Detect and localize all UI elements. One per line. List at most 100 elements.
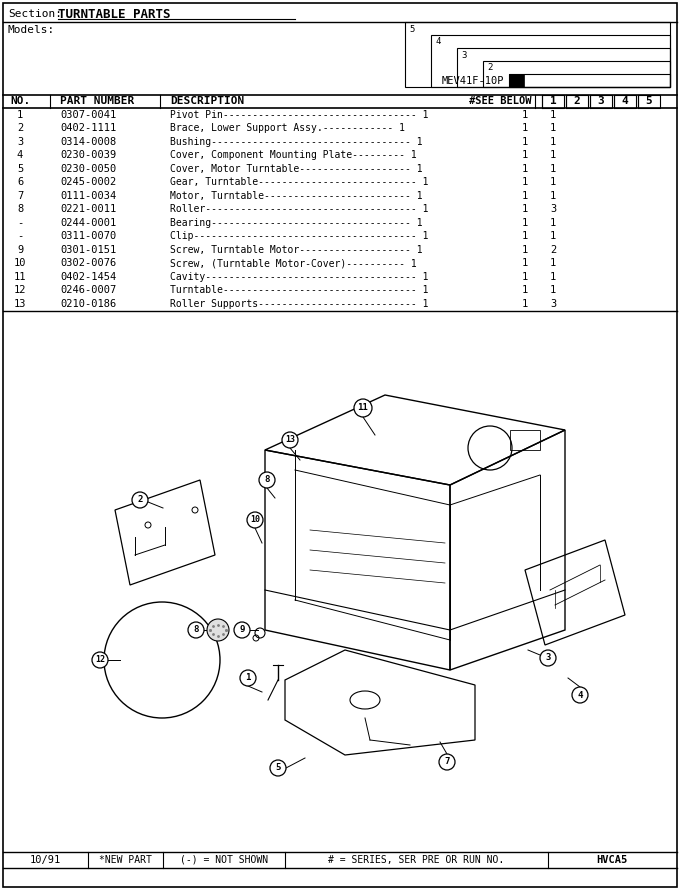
Text: 1: 1 bbox=[522, 150, 528, 160]
Text: 12: 12 bbox=[14, 286, 27, 295]
Text: 10: 10 bbox=[250, 515, 260, 524]
Text: 0230-0039: 0230-0039 bbox=[60, 150, 116, 160]
Text: 6: 6 bbox=[17, 177, 23, 187]
Text: Screw, (Turntable Motor-Cover)---------- 1: Screw, (Turntable Motor-Cover)----------… bbox=[170, 258, 417, 268]
Circle shape bbox=[132, 492, 148, 508]
Text: 1: 1 bbox=[513, 77, 519, 85]
Text: 8: 8 bbox=[193, 626, 199, 635]
Text: 1: 1 bbox=[17, 109, 23, 120]
Text: 1: 1 bbox=[550, 109, 556, 120]
Text: 4: 4 bbox=[435, 37, 441, 46]
Text: 11: 11 bbox=[358, 403, 369, 412]
Bar bbox=[566, 95, 588, 108]
Text: 1: 1 bbox=[550, 137, 556, 147]
Text: 3: 3 bbox=[598, 96, 605, 107]
Text: 3: 3 bbox=[545, 653, 551, 662]
Circle shape bbox=[354, 399, 372, 417]
Text: Pivot Pin--------------------------------- 1: Pivot Pin-------------------------------… bbox=[170, 109, 428, 120]
Text: (-) = NOT SHOWN: (-) = NOT SHOWN bbox=[180, 855, 268, 865]
Circle shape bbox=[188, 622, 204, 638]
Text: Bearing---------------------------------- 1: Bearing---------------------------------… bbox=[170, 218, 423, 228]
Text: 1: 1 bbox=[522, 123, 528, 134]
Text: Clip-------------------------------------- 1: Clip------------------------------------… bbox=[170, 231, 428, 241]
Text: 1: 1 bbox=[549, 96, 556, 107]
Text: 1: 1 bbox=[522, 245, 528, 255]
Text: 1: 1 bbox=[522, 299, 528, 309]
Text: 3: 3 bbox=[550, 204, 556, 214]
Text: 1: 1 bbox=[550, 271, 556, 282]
Text: Models:: Models: bbox=[8, 25, 55, 35]
Text: 1: 1 bbox=[550, 190, 556, 201]
Bar bbox=[509, 74, 670, 87]
Text: 2: 2 bbox=[137, 496, 143, 505]
Text: 0402-1454: 0402-1454 bbox=[60, 271, 116, 282]
Text: 1: 1 bbox=[550, 150, 556, 160]
Text: 1: 1 bbox=[522, 177, 528, 187]
Text: 5: 5 bbox=[645, 96, 652, 107]
Text: 0314-0008: 0314-0008 bbox=[60, 137, 116, 147]
Text: Gear, Turntable--------------------------- 1: Gear, Turntable-------------------------… bbox=[170, 177, 428, 187]
Bar bbox=[405, 22, 670, 87]
Text: 0221-0011: 0221-0011 bbox=[60, 204, 116, 214]
Text: 8: 8 bbox=[265, 475, 270, 484]
Bar bbox=[590, 95, 612, 108]
Text: 3: 3 bbox=[461, 51, 466, 60]
Text: 7: 7 bbox=[17, 190, 23, 201]
Circle shape bbox=[240, 670, 256, 686]
Text: 1: 1 bbox=[522, 231, 528, 241]
Text: Cavity------------------------------------ 1: Cavity----------------------------------… bbox=[170, 271, 428, 282]
Text: 1: 1 bbox=[550, 258, 556, 268]
Text: Roller Supports--------------------------- 1: Roller Supports-------------------------… bbox=[170, 299, 428, 309]
Text: 1: 1 bbox=[522, 218, 528, 228]
Text: 1: 1 bbox=[522, 271, 528, 282]
Text: 0230-0050: 0230-0050 bbox=[60, 164, 116, 174]
Circle shape bbox=[259, 472, 275, 488]
Text: 5: 5 bbox=[409, 25, 415, 34]
Text: TURNTABLE PARTS: TURNTABLE PARTS bbox=[58, 7, 171, 20]
Text: 0210-0186: 0210-0186 bbox=[60, 299, 116, 309]
Bar bbox=[614, 95, 636, 108]
Text: 1: 1 bbox=[522, 109, 528, 120]
Text: 5: 5 bbox=[275, 764, 281, 773]
Bar bbox=[431, 35, 670, 87]
Text: # = SERIES, SER PRE OR RUN NO.: # = SERIES, SER PRE OR RUN NO. bbox=[328, 855, 504, 865]
Circle shape bbox=[282, 432, 298, 448]
Text: Turntable--------------------------------- 1: Turntable-------------------------------… bbox=[170, 286, 428, 295]
Text: 1: 1 bbox=[522, 204, 528, 214]
Text: PART NUMBER: PART NUMBER bbox=[60, 96, 134, 107]
Circle shape bbox=[207, 619, 229, 641]
Text: 0245-0002: 0245-0002 bbox=[60, 177, 116, 187]
Text: Roller------------------------------------ 1: Roller----------------------------------… bbox=[170, 204, 428, 214]
Text: 13: 13 bbox=[285, 435, 295, 444]
Bar bbox=[509, 74, 524, 87]
Text: MEV41F-10P: MEV41F-10P bbox=[441, 76, 504, 85]
Circle shape bbox=[92, 652, 108, 668]
Text: #SEE BELOW: #SEE BELOW bbox=[469, 96, 531, 107]
Bar bbox=[510, 430, 540, 450]
Circle shape bbox=[270, 760, 286, 776]
Text: *NEW PART: *NEW PART bbox=[99, 855, 152, 865]
Circle shape bbox=[234, 622, 250, 638]
Text: 3: 3 bbox=[17, 137, 23, 147]
Text: 1: 1 bbox=[550, 231, 556, 241]
Text: 1: 1 bbox=[522, 137, 528, 147]
Text: 0402-1111: 0402-1111 bbox=[60, 123, 116, 134]
Text: Motor, Turntable------------------------- 1: Motor, Turntable------------------------… bbox=[170, 190, 423, 201]
Text: 8: 8 bbox=[17, 204, 23, 214]
Circle shape bbox=[247, 512, 263, 528]
Text: 11: 11 bbox=[14, 271, 27, 282]
Circle shape bbox=[540, 650, 556, 666]
Text: 2: 2 bbox=[550, 245, 556, 255]
Text: 5: 5 bbox=[17, 164, 23, 174]
Text: 9: 9 bbox=[17, 245, 23, 255]
Text: NO.: NO. bbox=[10, 96, 30, 107]
Text: 1: 1 bbox=[550, 286, 556, 295]
Text: 1: 1 bbox=[522, 286, 528, 295]
Text: 1: 1 bbox=[522, 190, 528, 201]
Circle shape bbox=[439, 754, 455, 770]
Text: 1: 1 bbox=[550, 123, 556, 134]
Text: -: - bbox=[17, 218, 23, 228]
Text: 0302-0076: 0302-0076 bbox=[60, 258, 116, 268]
Text: 2: 2 bbox=[17, 123, 23, 134]
Text: 10: 10 bbox=[14, 258, 27, 268]
